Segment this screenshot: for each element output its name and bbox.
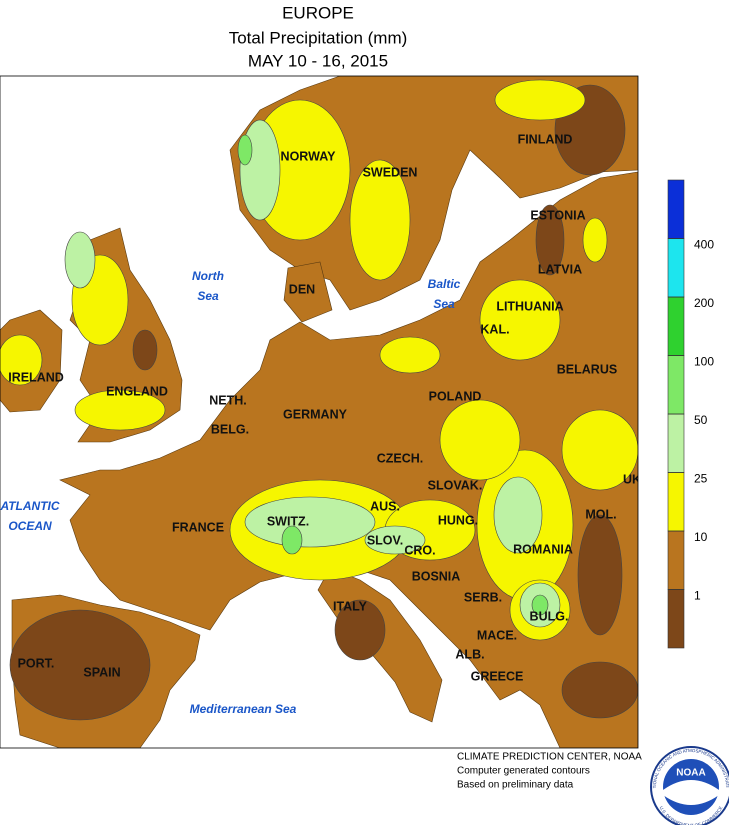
legend-swatch: [667, 179, 685, 239]
wet-area: [237, 134, 253, 166]
wet-area: [244, 496, 376, 548]
wet-area: [493, 476, 543, 554]
country-label: ESTONIA: [530, 208, 585, 222]
country-label: HUNG.: [438, 513, 478, 527]
credit: Computer generated contours: [457, 766, 590, 777]
country-label: NETH.: [209, 393, 247, 407]
legend-swatch: [667, 413, 685, 473]
wet-area: [364, 525, 426, 555]
country-label: BOSNIA: [412, 569, 461, 583]
country-label: ITALY: [333, 599, 368, 613]
map-subtitle: Total Precipitation (mm): [229, 28, 408, 47]
wet-area: [531, 594, 549, 616]
sea-labels: North Sea Baltic Sea ATLANTIC OCEAN Medi…: [0, 269, 461, 716]
wet-area: [74, 389, 166, 431]
wet-area: [439, 399, 521, 481]
country-label: SPAIN: [83, 665, 120, 679]
map-frame: [0, 75, 639, 749]
map: NORWAY SWEDEN FINLAND ESTONIA LATVIA LIT…: [0, 76, 641, 748]
logo-text: NOAA: [676, 768, 705, 779]
country-label: SWITZ.: [267, 514, 309, 528]
country-label: POLAND: [429, 389, 482, 403]
dry-area: [535, 204, 565, 276]
legend-tick-label: 100: [694, 355, 714, 369]
legend-swatch: [667, 355, 685, 415]
sea-label: North: [192, 269, 224, 283]
dry-area: [561, 661, 638, 719]
credit: Based on preliminary data: [457, 780, 574, 791]
country-label: CRO.: [404, 543, 435, 557]
map-dates: MAY 10 - 16, 2015: [248, 51, 388, 70]
legend-tick-label: 1: [694, 589, 701, 603]
wet-area: [479, 279, 561, 361]
dry-area: [334, 599, 386, 661]
country-label: BELG.: [211, 422, 249, 436]
dry-area: [132, 329, 158, 371]
wet-area: [281, 525, 303, 555]
country-label: ENGLAND: [106, 384, 168, 398]
country-label: FRANCE: [172, 520, 224, 534]
country-label: MOL.: [585, 507, 616, 521]
sea-label: Baltic: [428, 277, 461, 291]
country-labels: NORWAY SWEDEN FINLAND ESTONIA LATVIA LIT…: [8, 132, 641, 683]
credit: CLIMATE PREDICTION CENTER, NOAA: [457, 752, 642, 763]
country-label: SWEDEN: [363, 165, 418, 179]
map-title: EUROPE: [282, 3, 354, 22]
country-label: LATVIA: [538, 262, 582, 276]
legend-tick-label: 50: [694, 413, 708, 427]
legend-swatch: [667, 238, 685, 298]
sea-label: OCEAN: [8, 519, 52, 533]
country-label: DEN: [289, 282, 315, 296]
wet-area: [494, 79, 586, 121]
legend-swatch: [667, 296, 685, 356]
sea-label: Sea: [197, 289, 219, 303]
wet-area: [561, 409, 638, 491]
country-label: PORT.: [18, 656, 55, 670]
wet-area: [379, 336, 441, 374]
country-label: SERB.: [464, 590, 502, 604]
country-label: ROMANIA: [513, 542, 573, 556]
denmark: [283, 261, 333, 323]
country-label: FINLAND: [518, 132, 573, 146]
sea-label: Mediterranean Sea: [190, 702, 297, 716]
precip-contours: [0, 79, 638, 721]
logo-wave: [663, 780, 719, 805]
legend-tick-label: 10: [694, 530, 708, 544]
country-label: ALB.: [455, 647, 484, 661]
country-label: UK: [623, 472, 641, 486]
country-label: SLOVAK.: [428, 478, 483, 492]
country-label: BULG.: [530, 609, 569, 623]
country-label: NORWAY: [281, 149, 337, 163]
wet-area: [64, 231, 96, 289]
country-label: KAL.: [480, 322, 509, 336]
country-label: SLOV.: [367, 533, 403, 547]
legend-swatch: [667, 530, 685, 590]
country-label: LITHUANIA: [496, 299, 563, 313]
country-label: BELARUS: [557, 362, 617, 376]
wet-area: [0, 334, 43, 386]
dry-area: [577, 514, 623, 636]
country-label: CZECH.: [377, 451, 424, 465]
country-label: GREECE: [471, 669, 524, 683]
legend-swatch: [667, 472, 685, 532]
legend-tick-label: 200: [694, 296, 714, 310]
country-label: IRELAND: [8, 370, 64, 384]
legend-swatch: [667, 589, 685, 649]
sea-label: ATLANTIC: [0, 499, 60, 513]
legend-tick-label: 25: [694, 472, 708, 486]
wet-area: [349, 159, 411, 281]
country-label: MACE.: [477, 628, 517, 642]
legend: 1 10 25 50 100 200 400: [667, 179, 714, 649]
country-label: GERMANY: [283, 407, 348, 421]
legend-tick-label: 400: [694, 238, 714, 252]
country-label: AUS.: [370, 499, 400, 513]
dry-area: [9, 609, 151, 721]
wet-area: [582, 217, 608, 263]
sea-label: Sea: [433, 297, 455, 311]
